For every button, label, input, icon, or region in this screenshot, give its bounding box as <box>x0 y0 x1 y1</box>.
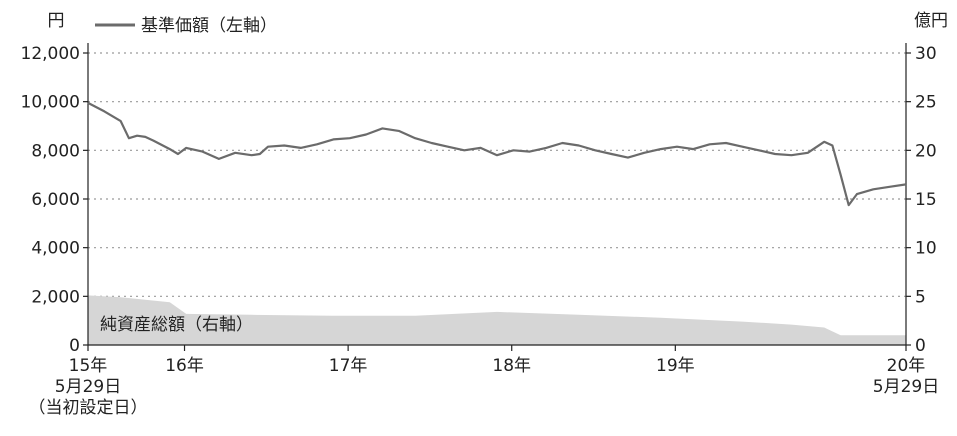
right-tick-label: 0 <box>915 336 926 356</box>
right-tick-label: 20 <box>915 141 937 161</box>
x-tick-label: 20年 <box>887 356 926 376</box>
left-tick-label: 2,000 <box>31 287 80 307</box>
nav-area-layer <box>88 295 906 345</box>
axes <box>83 43 911 351</box>
x-tick-label: 18年 <box>492 356 531 376</box>
x-tick-label: 16年 <box>165 356 204 376</box>
x-tick-label: 5月29日 <box>55 377 121 397</box>
left-tick-label: 0 <box>69 336 80 356</box>
right-tick-label: 25 <box>915 93 937 113</box>
nav-line-layer <box>87 101 907 207</box>
net-assets-area <box>88 295 906 345</box>
left-tick-label: 12,000 <box>21 44 80 64</box>
x-tick-label: 15年 <box>69 356 108 376</box>
x-tick-label: （当初設定日） <box>29 398 148 418</box>
right-tick-label: 15 <box>915 190 937 210</box>
left-tick-label: 10,000 <box>21 93 80 113</box>
right-tick-label: 5 <box>915 287 926 307</box>
left-axis-unit: 円 <box>48 11 65 31</box>
right-axis-unit: 億円 <box>914 11 948 31</box>
left-tick-label: 6,000 <box>31 190 80 210</box>
x-tick-label: 17年 <box>329 356 368 376</box>
left-tick-label: 8,000 <box>31 141 80 161</box>
right-axis-ticks: 30 25 20 15 10 5 0 <box>915 44 937 356</box>
grid-lines <box>88 52 906 297</box>
area-series-label: 純資産総額（右軸） <box>100 315 253 335</box>
x-tick-label: 19年 <box>656 356 695 376</box>
left-axis-ticks: 12,000 10,000 8,000 6,000 4,000 2,000 0 <box>21 44 80 356</box>
right-tick-label: 30 <box>915 44 937 64</box>
right-tick-label: 10 <box>915 239 937 259</box>
x-tick-label: 5月29日 <box>873 377 939 397</box>
nav-price-line <box>87 101 907 207</box>
legend-nav-label: 基準価額（左軸） <box>141 16 277 36</box>
left-tick-label: 4,000 <box>31 239 80 259</box>
